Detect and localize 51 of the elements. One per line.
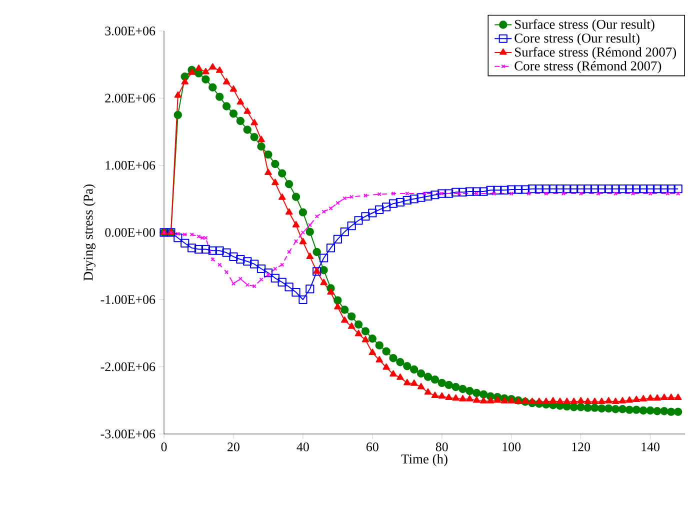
point [328,206,333,210]
y-tick-label: 3.00E+06 [105,26,156,36]
point [363,193,368,198]
y-tick-label: 1.00E+06 [106,160,156,170]
point [350,194,354,199]
legend-label: Core stress (Rémond 2007) [514,60,662,74]
x-tick-label: 140 [642,442,660,452]
point [300,230,305,235]
x-tick-label: 120 [572,442,590,452]
y-axis-title: Drying stress (Pa) [83,184,96,281]
point [182,232,187,237]
point [509,191,514,196]
legend-label: Core stress (Our result) [514,33,640,46]
point [377,192,382,196]
x-tick-label: 0 [161,442,167,452]
point [474,191,479,196]
y-tick-label: -1.00E+06 [100,295,156,304]
point [322,210,326,214]
y-tick-label: 0.00E+00 [105,228,155,237]
point [200,236,204,240]
point [342,196,347,200]
point [273,266,278,271]
x-tick-label: 60 [366,442,378,452]
x-tick-label: 20 [228,442,240,452]
point [286,250,292,254]
point [666,191,670,196]
point [440,191,444,196]
x-axis-title: Time (h) [401,454,448,466]
point [405,191,410,196]
point [204,236,208,240]
point [630,191,635,196]
point [422,191,427,196]
x-tick-label: 80 [436,442,448,452]
point [544,191,548,196]
y-tick-label: -3.00E+06 [100,430,156,438]
y-tick-label: -2.00E+06 [100,362,156,372]
point [561,191,566,196]
point [676,191,680,196]
point [224,270,229,274]
point [613,191,618,196]
point [231,281,236,286]
y-tick-label: 2.00E+06 [105,94,156,103]
legend-label: Surface stress (Our result) [515,19,654,32]
x-tick-label: 100 [502,442,521,452]
point [266,272,270,277]
point [314,214,319,218]
point [492,191,496,196]
legend-label: Surface stress (Rémond 2007) [515,47,676,60]
point [252,284,256,288]
point [596,191,600,196]
x-tick-label: 40 [296,442,309,452]
